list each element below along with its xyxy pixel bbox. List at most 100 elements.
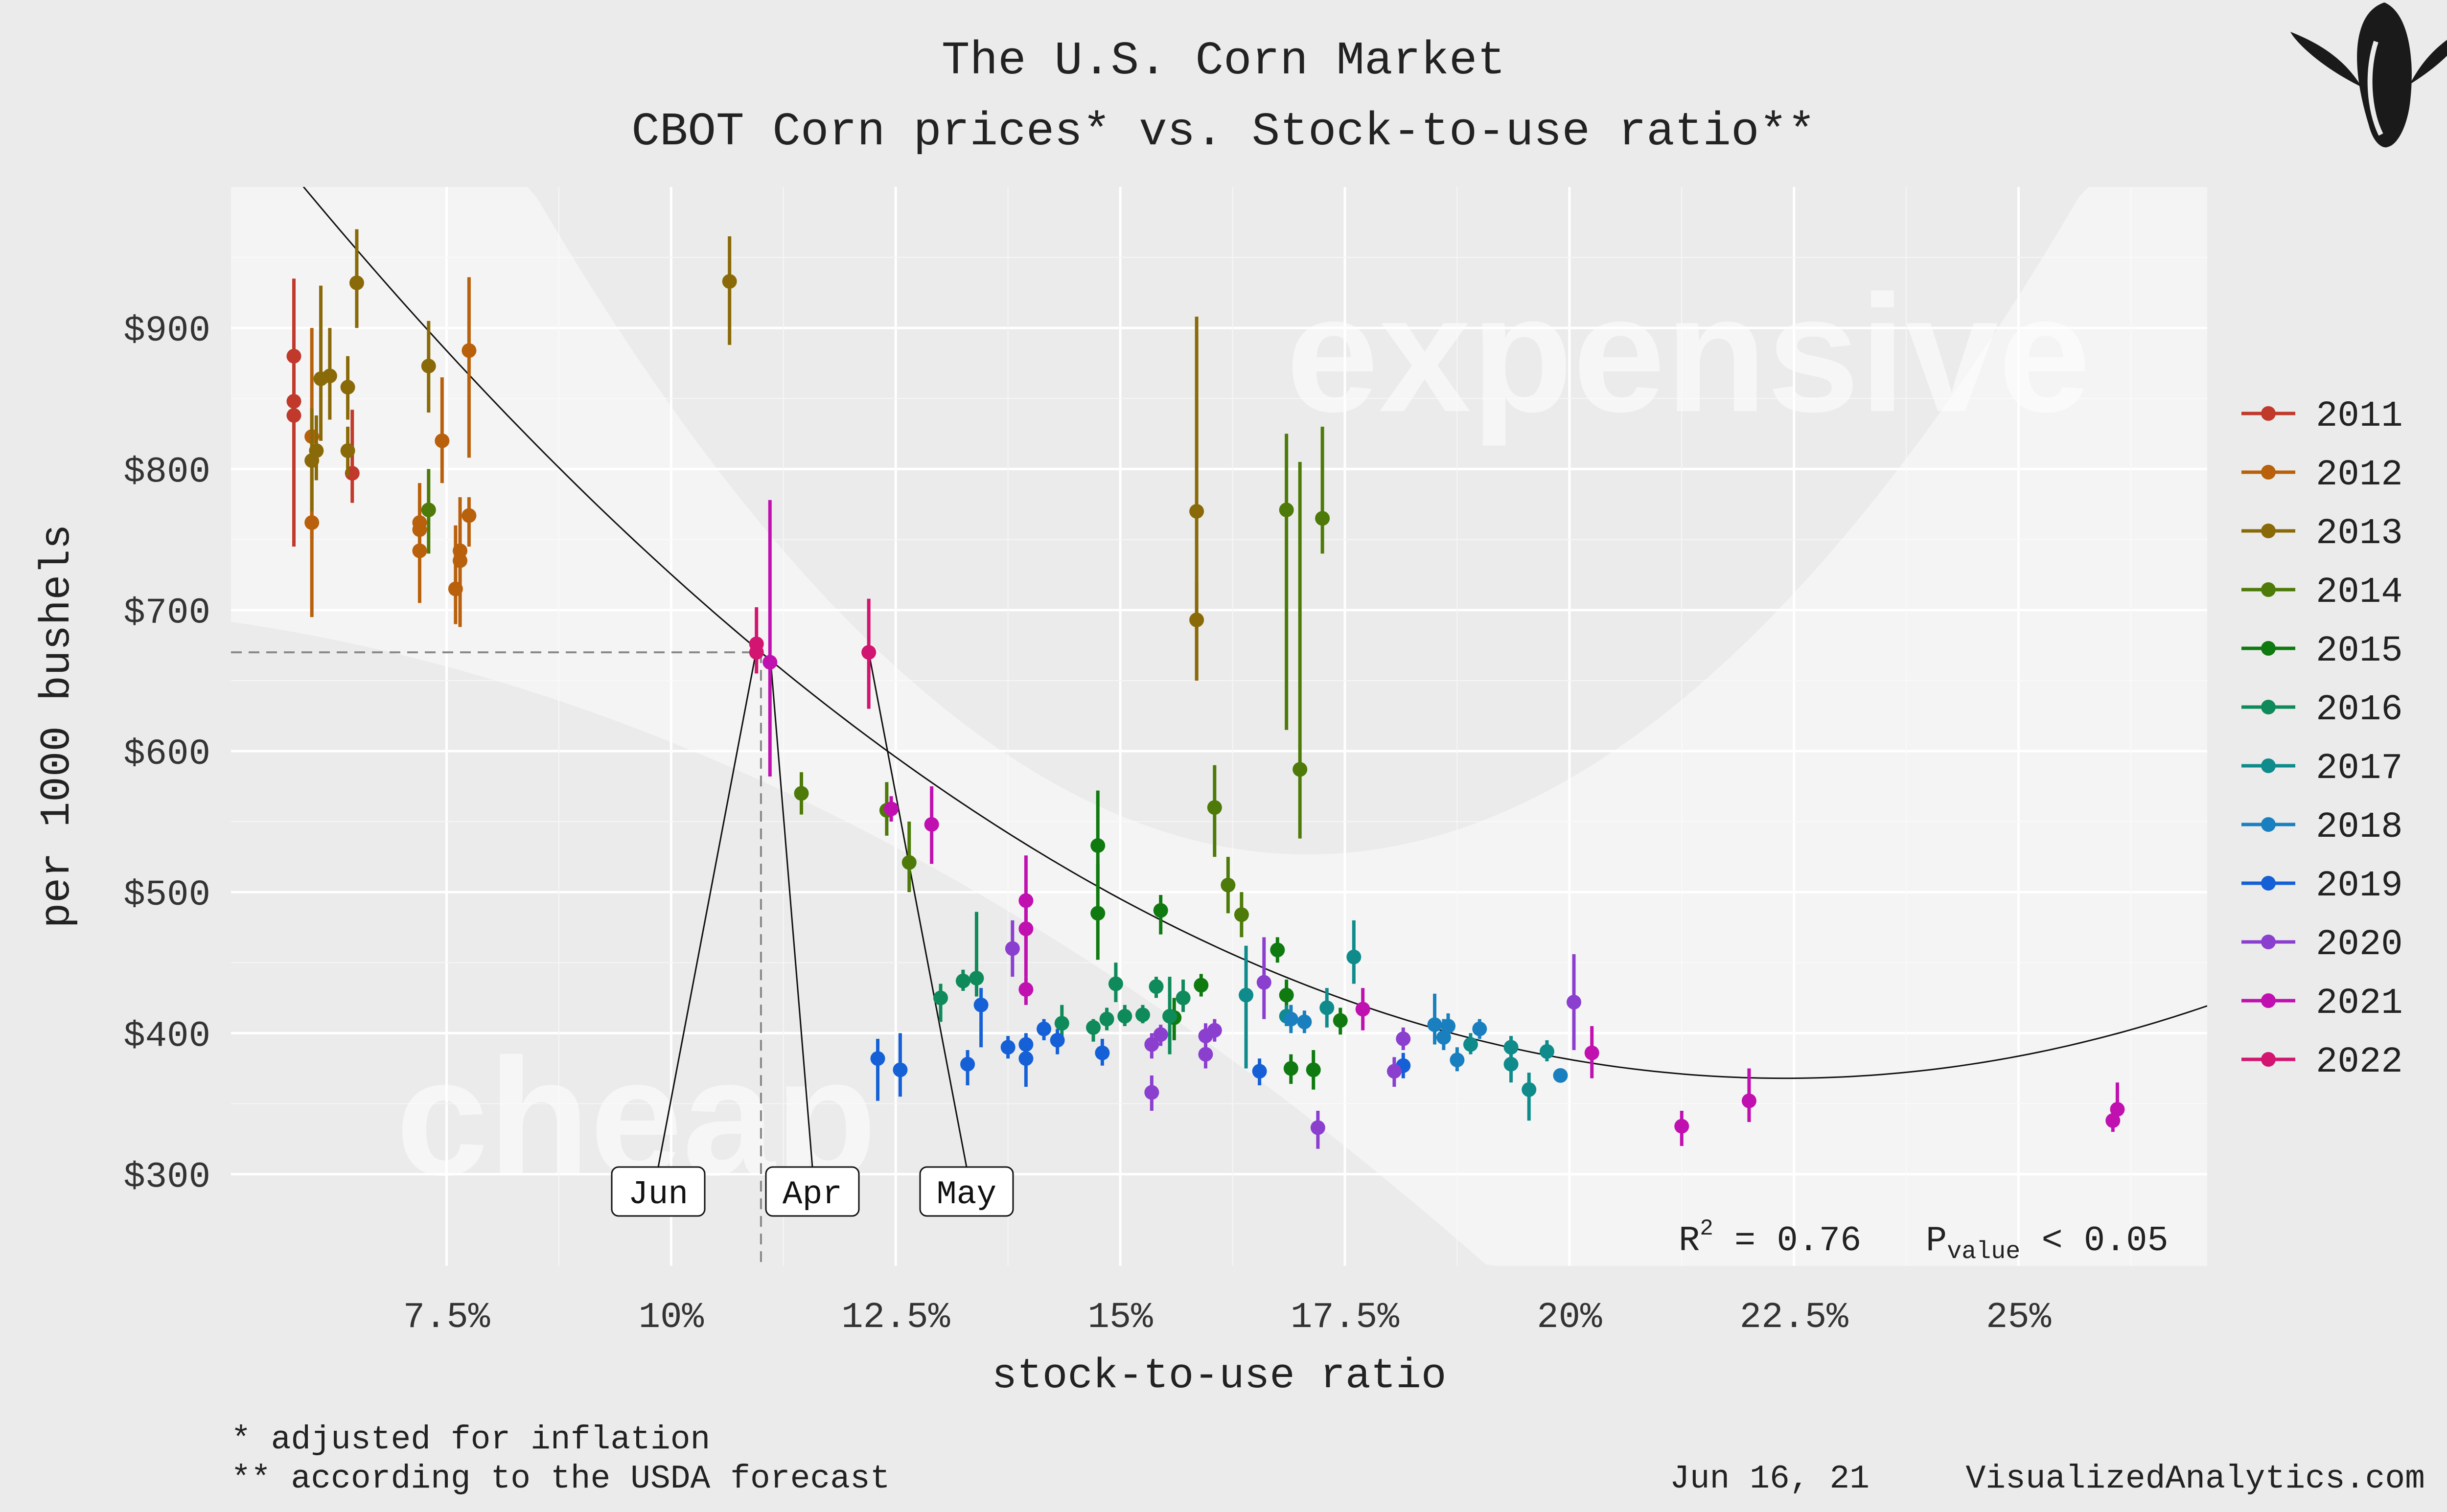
legend-marker — [2261, 524, 2276, 538]
data-point — [1234, 907, 1249, 922]
legend-label: 2014 — [2316, 572, 2403, 613]
data-point — [1472, 1021, 1487, 1036]
data-point — [1018, 982, 1034, 997]
data-point — [1279, 987, 1294, 1003]
y-tick-label: $900 — [123, 311, 210, 352]
data-point — [1306, 1062, 1321, 1077]
data-point — [1176, 990, 1191, 1006]
data-point — [309, 443, 324, 458]
x-tick-label: 20% — [1537, 1297, 1602, 1338]
data-point — [749, 645, 764, 660]
corn-cob-icon — [2290, 2, 2447, 148]
data-point — [762, 655, 778, 670]
series-2014 — [421, 427, 1330, 938]
data-point — [349, 275, 364, 290]
data-point — [960, 1056, 975, 1072]
data-point — [924, 817, 939, 832]
footer-date: Jun 16, 21 — [1670, 1460, 1870, 1498]
callout-label: Jun — [628, 1176, 688, 1214]
series-2021 — [762, 500, 2125, 1146]
data-points — [286, 229, 2125, 1149]
x-tick-label: 12.5% — [841, 1297, 950, 1338]
x-tick-label: 22.5% — [1740, 1297, 1849, 1338]
data-point — [1108, 976, 1123, 991]
data-point — [435, 433, 450, 448]
y-tick-label: $800 — [123, 452, 210, 493]
data-point — [1149, 979, 1164, 994]
legend-item-2015: 2015 — [2241, 631, 2403, 672]
data-point — [453, 553, 468, 568]
footnote-inflation: * adjusted for inflation — [231, 1421, 710, 1459]
data-point — [462, 508, 477, 523]
callout-label: Apr — [783, 1176, 842, 1214]
legend-label: 2013 — [2316, 513, 2403, 554]
data-point — [1050, 1032, 1065, 1048]
y-tick-label: $300 — [123, 1157, 210, 1198]
axis-ticks: 7.5% 10% 12.5% 15% 17.5% 20% 22.5% 25% $300 $400 $… — [123, 311, 2051, 1338]
data-point — [884, 802, 899, 817]
data-point — [1283, 1011, 1298, 1027]
data-point — [1239, 987, 1254, 1003]
data-point — [1099, 1011, 1114, 1027]
data-point — [870, 1051, 885, 1066]
series-2013 — [304, 229, 1204, 681]
data-point — [1674, 1119, 1689, 1134]
legend-item-2011: 2011 — [2241, 396, 2403, 437]
legend-marker — [2261, 641, 2276, 656]
data-point — [794, 786, 809, 801]
data-point — [1333, 1013, 1348, 1028]
y-tick-label: $500 — [123, 875, 210, 916]
data-point — [1135, 1007, 1150, 1022]
legend-label: 2016 — [2316, 689, 2403, 731]
data-point — [1090, 906, 1106, 921]
callout-label: May — [937, 1176, 996, 1214]
data-point — [969, 971, 984, 985]
data-point — [1503, 1040, 1519, 1055]
confidence-band — [231, 187, 2207, 1266]
fit-curve — [302, 187, 2207, 1079]
data-point — [1297, 1014, 1312, 1030]
footnote-usda: ** according to the USDA forecast — [231, 1460, 890, 1498]
data-point — [1346, 949, 1362, 964]
data-point — [1567, 995, 1582, 1009]
data-point — [1095, 1045, 1110, 1060]
legend-marker — [2261, 935, 2276, 949]
callout-leader — [868, 652, 968, 1168]
data-point — [1018, 893, 1034, 908]
data-point — [286, 348, 301, 364]
callout-may: May — [868, 652, 1014, 1217]
data-point — [1000, 1040, 1016, 1055]
callout-leader — [657, 649, 758, 1168]
legend-label: 2020 — [2316, 924, 2403, 965]
data-point — [893, 1062, 908, 1077]
data-point — [1283, 1061, 1298, 1076]
data-point — [1256, 975, 1271, 990]
data-point — [1194, 978, 1209, 993]
data-point — [1018, 921, 1034, 937]
reference-lines — [231, 651, 762, 1266]
data-point — [286, 408, 301, 423]
data-point — [1221, 877, 1236, 893]
expensive-label: expensive — [1286, 261, 2091, 447]
data-point — [1553, 1068, 1568, 1083]
legend-item-2017: 2017 — [2241, 748, 2403, 789]
data-point — [340, 380, 355, 395]
series-2018 — [1283, 993, 1568, 1083]
data-point — [1279, 503, 1294, 518]
x-tick-label: 15% — [1087, 1297, 1153, 1338]
legend-marker — [2261, 758, 2276, 773]
data-point — [1207, 800, 1222, 815]
data-point — [1584, 1045, 1599, 1060]
legend-label: 2017 — [2316, 748, 2403, 789]
data-point — [1463, 1037, 1478, 1052]
data-point — [1207, 1023, 1222, 1038]
legend-label: 2019 — [2316, 866, 2403, 907]
data-point — [1037, 1021, 1052, 1036]
data-point — [861, 645, 877, 660]
data-point — [1315, 511, 1330, 526]
x-tick-label: 7.5% — [403, 1297, 490, 1338]
x-tick-label: 25% — [1986, 1297, 2052, 1338]
series-2016 — [933, 912, 1191, 1054]
legend-item-2019: 2019 — [2241, 866, 2403, 907]
